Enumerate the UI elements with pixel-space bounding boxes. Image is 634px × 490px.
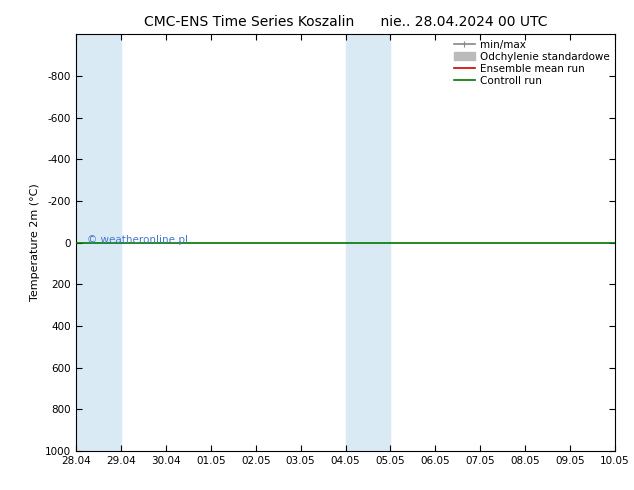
Text: © weatheronline.pl: © weatheronline.pl (87, 236, 188, 245)
Bar (346, 34, 391, 451)
Title: CMC-ENS Time Series Koszalin      nie.. 28.04.2024 00 UTC: CMC-ENS Time Series Koszalin nie.. 28.04… (144, 15, 547, 29)
Y-axis label: Temperature 2m (°C): Temperature 2m (°C) (30, 184, 39, 301)
Bar (76, 34, 121, 451)
Legend: min/max, Odchylenie standardowe, Ensemble mean run, Controll run: min/max, Odchylenie standardowe, Ensembl… (451, 36, 613, 89)
